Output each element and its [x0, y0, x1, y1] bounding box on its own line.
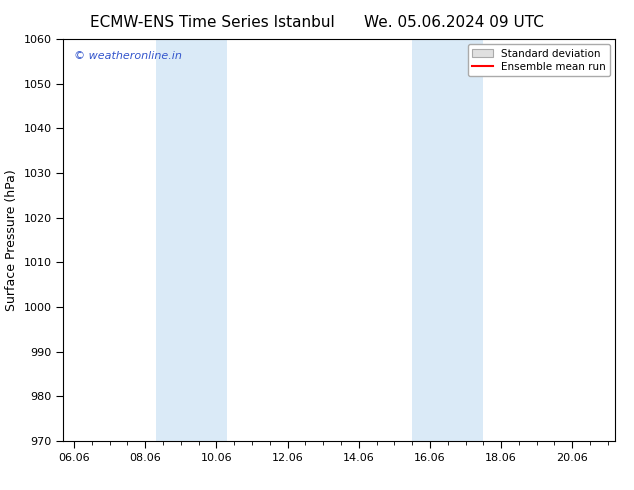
Legend: Standard deviation, Ensemble mean run: Standard deviation, Ensemble mean run: [467, 45, 610, 76]
Bar: [412, 39, 483, 441]
Text: © weatheronline.in: © weatheronline.in: [74, 51, 183, 61]
Text: ECMW-ENS Time Series Istanbul      We. 05.06.2024 09 UTC: ECMW-ENS Time Series Istanbul We. 05.06.…: [90, 15, 544, 30]
Y-axis label: Surface Pressure (hPa): Surface Pressure (hPa): [5, 169, 18, 311]
Bar: [156, 39, 227, 441]
